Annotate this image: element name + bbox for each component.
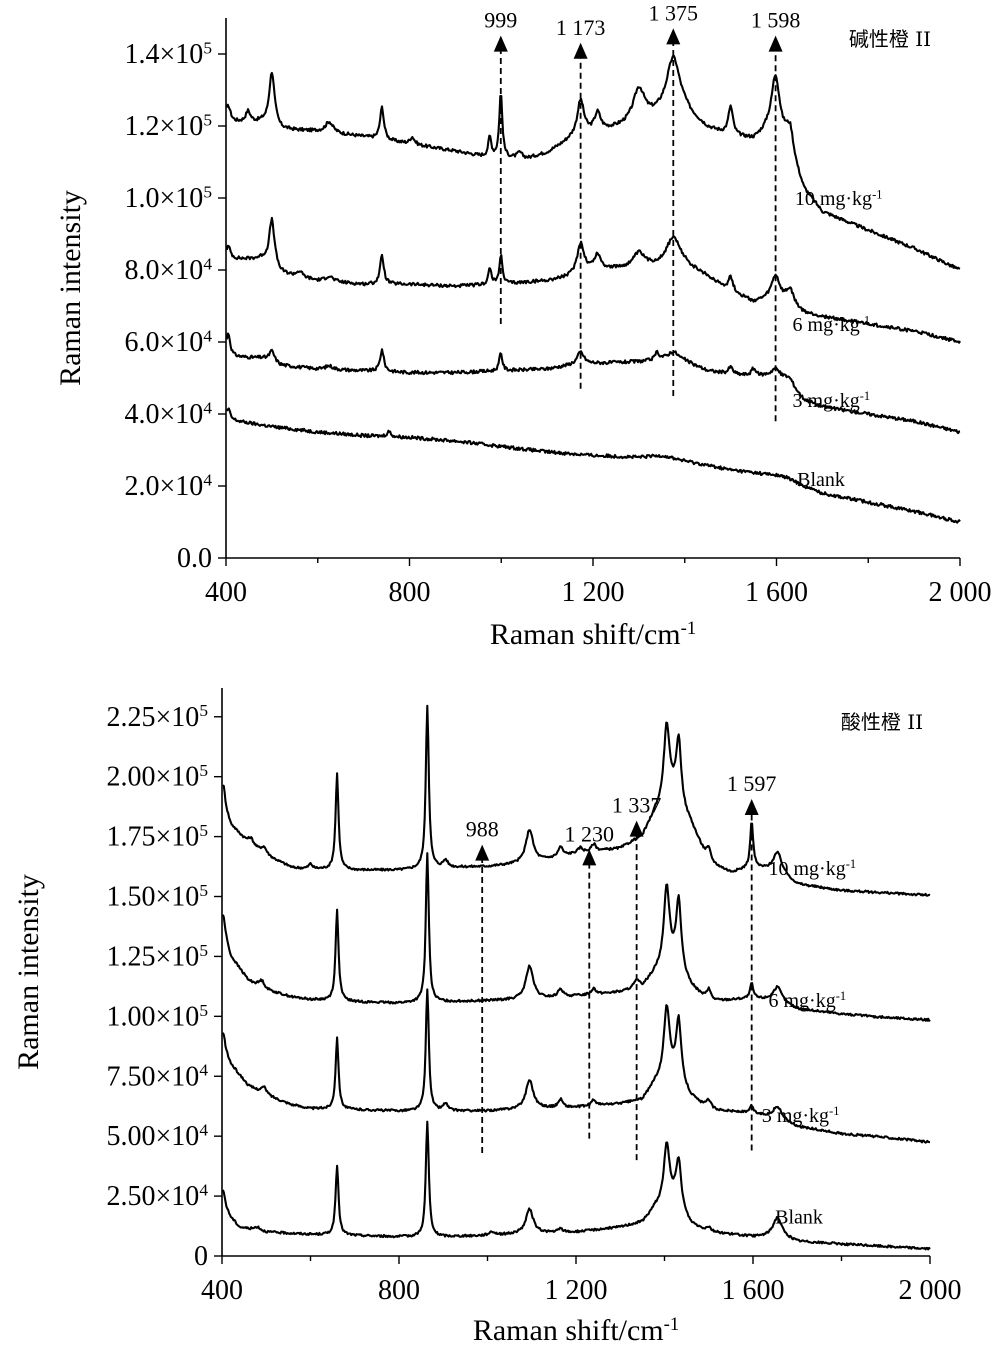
series-label: Blank [775, 1207, 823, 1229]
series-label: 3 mg·kg-1 [762, 1104, 840, 1127]
y-tick-label: 6.0×104 [125, 326, 213, 358]
y-tick-label: 0.0 [177, 543, 212, 574]
series-line [225, 407, 961, 524]
y-tick-label: 2.00×105 [107, 761, 208, 793]
y-tick-label: 7.50×104 [107, 1061, 209, 1093]
peak-arrow-icon [768, 35, 783, 52]
peak-label: 1 597 [727, 771, 777, 796]
y-tick-label: 2.50×104 [107, 1181, 209, 1213]
series-label: 10 mg·kg-1 [795, 187, 883, 210]
peak-arrow-icon [493, 35, 508, 52]
y-tick-label: 4.0×104 [125, 398, 213, 430]
series-label: 6 mg·kg-1 [793, 313, 871, 336]
peak-arrow-icon [666, 28, 681, 45]
chart-panel-2: 400 800 1 200 1 600 2 000 0 2.50×104 5.00×104 7.… [12, 688, 962, 1347]
peak-label: 1 598 [751, 8, 801, 33]
x-tick-label: 1 600 [722, 1275, 785, 1306]
y-axis-title: Raman intensity [54, 190, 87, 386]
x-tick-label: 800 [378, 1275, 420, 1306]
peak-arrow-icon [475, 844, 490, 861]
panel-title: 酸性橙 II [841, 710, 923, 734]
peak-arrow-icon [744, 799, 759, 816]
y-tick-label: 2.25×105 [107, 701, 208, 733]
series-line [221, 852, 931, 1022]
peak-arrow-icon [582, 849, 597, 866]
series-label: 3 mg·kg-1 [793, 389, 871, 412]
x-axis-title: Raman shift/cm-1 [490, 618, 696, 651]
peak-label: 1 173 [556, 15, 606, 40]
chart-panel-1: 400 800 1 200 1 600 2 000 0.0 2.0×104 4.0×104 6.… [54, 0, 992, 651]
y-tick-label: 1.2×105 [125, 110, 212, 142]
x-tick-label: 2 000 [899, 1275, 962, 1306]
x-tick-label: 400 [205, 577, 247, 608]
series-line [225, 332, 961, 435]
y-tick-label: 1.75×105 [107, 821, 208, 853]
y-tick-label: 1.25×105 [107, 941, 208, 973]
x-tick-label: 400 [201, 1275, 243, 1306]
peak-label: 1 375 [649, 0, 699, 25]
x-tick-label: 2 000 [929, 577, 992, 608]
peak-label: 1 337 [612, 793, 662, 818]
y-tick-label: 1.50×105 [107, 881, 208, 913]
x-tick-label: 1 200 [545, 1275, 608, 1306]
peak-arrow-icon [573, 42, 588, 59]
series-line [225, 216, 961, 344]
series-label: 6 mg·kg-1 [768, 989, 846, 1012]
panel-title: 碱性橙 II [849, 27, 931, 51]
y-tick-label: 2.0×104 [125, 470, 213, 502]
series-line [221, 1120, 931, 1251]
x-tick-label: 800 [389, 577, 431, 608]
y-tick-label: 1.00×105 [107, 1001, 208, 1033]
series-label: 10 mg·kg-1 [768, 857, 856, 880]
y-tick-label: 1.4×105 [125, 38, 212, 70]
x-axis-title: Raman shift/cm-1 [473, 1314, 679, 1347]
series-line [221, 988, 931, 1144]
y-tick-label: 5.00×104 [107, 1121, 209, 1153]
series-label: Blank [797, 469, 845, 491]
y-tick-label: 1.0×105 [125, 182, 212, 214]
y-tick-label: 8.0×104 [125, 254, 213, 286]
y-tick-label: 0 [194, 1241, 208, 1272]
x-tick-label: 1 600 [745, 577, 808, 608]
series-line [222, 704, 931, 897]
peak-label: 988 [466, 817, 499, 842]
y-axis-title: Raman intensity [12, 874, 45, 1070]
x-tick-label: 1 200 [562, 577, 625, 608]
series-line [225, 54, 961, 270]
peak-label: 999 [484, 8, 517, 33]
peak-arrow-icon [629, 820, 644, 837]
peak-label: 1 230 [565, 821, 615, 846]
